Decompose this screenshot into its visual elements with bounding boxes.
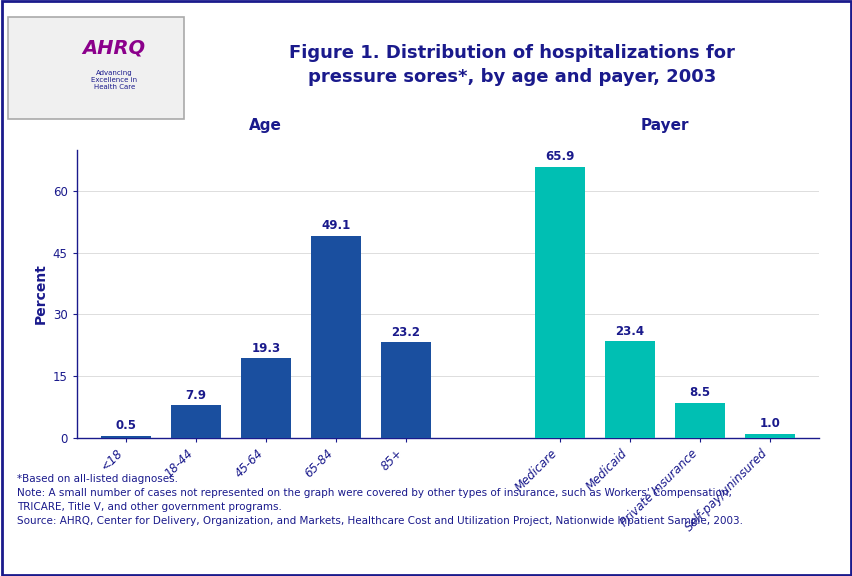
- Text: Age: Age: [249, 118, 282, 133]
- Bar: [604, 342, 654, 438]
- Text: 49.1: 49.1: [321, 219, 350, 232]
- Text: 7.9: 7.9: [185, 389, 206, 401]
- Bar: [674, 403, 724, 438]
- Bar: [240, 358, 291, 438]
- Text: *Based on all-listed diagnoses.
Note: A small number of cases not represented on: *Based on all-listed diagnoses. Note: A …: [17, 474, 742, 526]
- Bar: [534, 166, 584, 438]
- Bar: [101, 435, 151, 438]
- Text: AHRQ: AHRQ: [83, 39, 146, 58]
- Text: 19.3: 19.3: [251, 342, 280, 355]
- Text: 1.0: 1.0: [758, 417, 780, 430]
- Text: 0.5: 0.5: [115, 419, 136, 432]
- Text: Payer: Payer: [640, 118, 688, 133]
- Bar: [380, 342, 430, 438]
- FancyBboxPatch shape: [8, 17, 184, 119]
- Text: 65.9: 65.9: [544, 150, 574, 163]
- Text: 8.5: 8.5: [688, 386, 710, 399]
- Bar: [310, 236, 360, 438]
- Text: Advancing
Excellence in
Health Care: Advancing Excellence in Health Care: [91, 70, 137, 90]
- Bar: [744, 434, 794, 438]
- Y-axis label: Percent: Percent: [33, 263, 47, 324]
- Text: 23.4: 23.4: [614, 325, 643, 338]
- Text: 23.2: 23.2: [391, 325, 420, 339]
- Bar: [170, 406, 221, 438]
- Text: Figure 1. Distribution of hospitalizations for
pressure sores*, by age and payer: Figure 1. Distribution of hospitalizatio…: [289, 44, 734, 86]
